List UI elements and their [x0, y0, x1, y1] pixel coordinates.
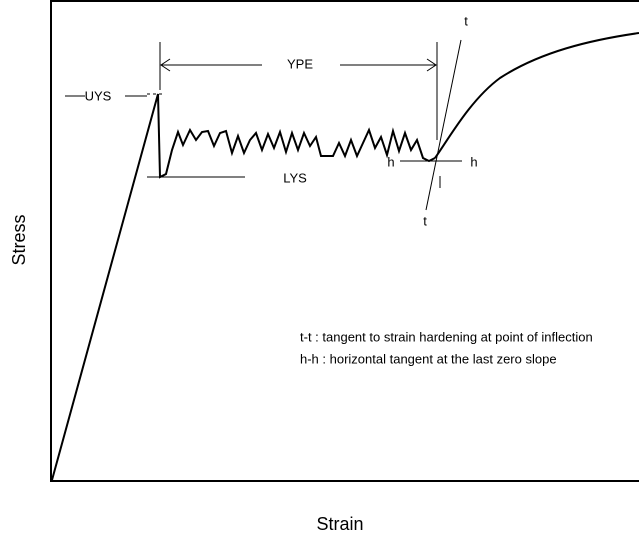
ype-label: YPE	[287, 56, 313, 71]
annotations	[65, 39, 462, 211]
y-axis-label: Stress	[9, 214, 29, 265]
stress-strain-curve	[51, 32, 639, 481]
x-axis-label: Strain	[316, 514, 363, 534]
h-left-label: h	[387, 154, 394, 169]
uys-label: UYS	[85, 88, 112, 103]
lys-label: LYS	[283, 170, 307, 185]
h-right-label: h	[470, 154, 477, 169]
t-bottom-label: t	[423, 213, 427, 228]
t-top-label: t	[464, 13, 468, 28]
note: t-t : tangent to strain hardening at poi…	[300, 329, 593, 344]
note: h-h : horizontal tangent at the last zer…	[300, 351, 557, 366]
frame	[50, 0, 639, 482]
